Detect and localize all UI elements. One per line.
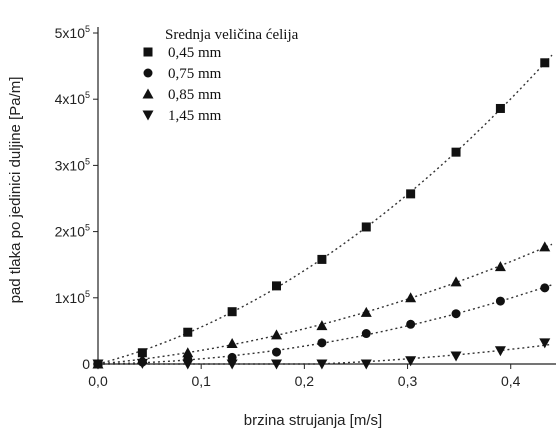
x-tick-label: 0,0 bbox=[88, 373, 108, 389]
data-point bbox=[182, 359, 194, 370]
legend-label: 0,85 mm bbox=[168, 87, 222, 103]
data-point bbox=[360, 359, 372, 370]
legend-marker bbox=[143, 47, 153, 57]
data-point bbox=[495, 296, 505, 306]
legend-label: 1,45 mm bbox=[168, 108, 222, 124]
data-point bbox=[92, 359, 104, 370]
legend-marker bbox=[143, 68, 153, 78]
data-point bbox=[495, 103, 505, 113]
data-point bbox=[361, 222, 371, 232]
fit-line bbox=[97, 54, 553, 365]
data-point bbox=[227, 307, 237, 317]
data-point bbox=[272, 281, 282, 291]
x-axis-label: brzina strujanja [m/s] bbox=[244, 412, 382, 429]
data-point bbox=[226, 337, 238, 348]
data-point bbox=[451, 309, 461, 319]
data-point bbox=[182, 347, 194, 358]
legend: Srednja veličina ćelija 0,45 mm 0,75 mm 0,… bbox=[142, 27, 299, 124]
y-tick-label: 0 bbox=[82, 356, 90, 372]
data-point bbox=[406, 189, 416, 199]
y-tick-label: 5x105 bbox=[55, 24, 90, 41]
data-point bbox=[494, 261, 506, 272]
data-point bbox=[494, 346, 506, 357]
data-point bbox=[317, 338, 327, 348]
data-point bbox=[317, 254, 327, 264]
data-point bbox=[271, 359, 283, 370]
data-point bbox=[316, 320, 328, 331]
legend-marker bbox=[142, 110, 154, 121]
data-point bbox=[406, 319, 416, 329]
legend-marker bbox=[142, 88, 154, 99]
data-point bbox=[136, 358, 148, 369]
legend-label: 0,75 mm bbox=[168, 66, 222, 82]
points-layer bbox=[92, 58, 551, 370]
y-tick-label: 3x105 bbox=[55, 156, 90, 173]
fit-lines-layer bbox=[97, 54, 553, 365]
data-point bbox=[540, 58, 550, 68]
fit-line bbox=[97, 284, 553, 365]
data-point bbox=[539, 338, 551, 349]
fit-line bbox=[97, 243, 553, 365]
x-tick-label: 0,4 bbox=[501, 373, 521, 389]
data-point bbox=[451, 147, 461, 157]
data-point bbox=[405, 356, 417, 367]
x-tick-label: 0,1 bbox=[191, 373, 211, 389]
data-point bbox=[405, 292, 417, 303]
ticks-layer: 0,0 0,1 0,2 0,3 0,4 0 1x105 2x105 3x105 4x105 5x10… bbox=[55, 24, 521, 389]
x-tick-label: 0,3 bbox=[398, 373, 418, 389]
data-point bbox=[316, 359, 328, 370]
data-point bbox=[361, 329, 371, 339]
data-point bbox=[450, 276, 462, 287]
axes-layer bbox=[97, 27, 556, 365]
y-tick-label: 2x105 bbox=[55, 223, 90, 240]
y-axis-label: pad tlaka po jedinici duljine [Pa/m] bbox=[7, 77, 24, 304]
x-tick-label: 0,2 bbox=[295, 373, 315, 389]
data-point bbox=[226, 359, 238, 370]
data-point bbox=[450, 351, 462, 362]
y-tick-label: 1x105 bbox=[55, 289, 90, 306]
data-point bbox=[137, 348, 147, 358]
data-point bbox=[360, 306, 372, 317]
data-point bbox=[271, 329, 283, 340]
y-tick-label: 4x105 bbox=[55, 90, 90, 107]
data-point bbox=[272, 347, 282, 357]
data-point bbox=[183, 327, 193, 337]
data-point bbox=[540, 283, 550, 293]
legend-title: Srednja veličina ćelija bbox=[165, 27, 299, 43]
fit-line bbox=[98, 343, 553, 365]
legend-label: 0,45 mm bbox=[168, 45, 222, 61]
data-point bbox=[539, 241, 551, 252]
